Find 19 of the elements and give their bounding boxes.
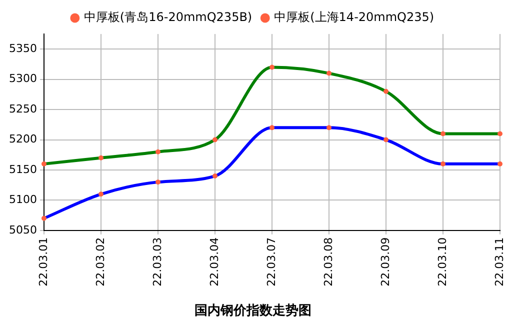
y-tick-label: 5100 <box>8 193 37 206</box>
y-tick-label: 5300 <box>8 72 37 86</box>
x-tick-label: 22.03.02 <box>94 237 107 286</box>
x-tick-label: 22.03.07 <box>264 237 278 286</box>
y-tick-label: 5200 <box>8 132 37 146</box>
legend-label: 中厚板(上海14-20mmQ235) <box>274 10 434 24</box>
x-tick-label: 22.03.04 <box>208 237 221 286</box>
y-tick-label: 5250 <box>8 102 37 116</box>
x-tick-label: 22.03.10 <box>436 237 449 286</box>
y-tick-label: 5350 <box>8 42 37 55</box>
y-tick-label: 5050 <box>8 223 37 236</box>
x-tick-label: 22.03.09 <box>378 237 392 286</box>
x-tick-label: 22.03.03 <box>150 237 164 286</box>
x-tick-label: 22.03.08 <box>322 237 335 286</box>
x-tick-label: 22.03.01 <box>36 237 50 286</box>
text: 国内钢价指数走势图 <box>194 302 312 319</box>
x-tick-label: 22.03.11 <box>492 237 506 286</box>
y-tick-label: 5150 <box>8 162 37 176</box>
legend-label: 中厚板(青岛16-20mmQ235B) <box>84 10 252 24</box>
